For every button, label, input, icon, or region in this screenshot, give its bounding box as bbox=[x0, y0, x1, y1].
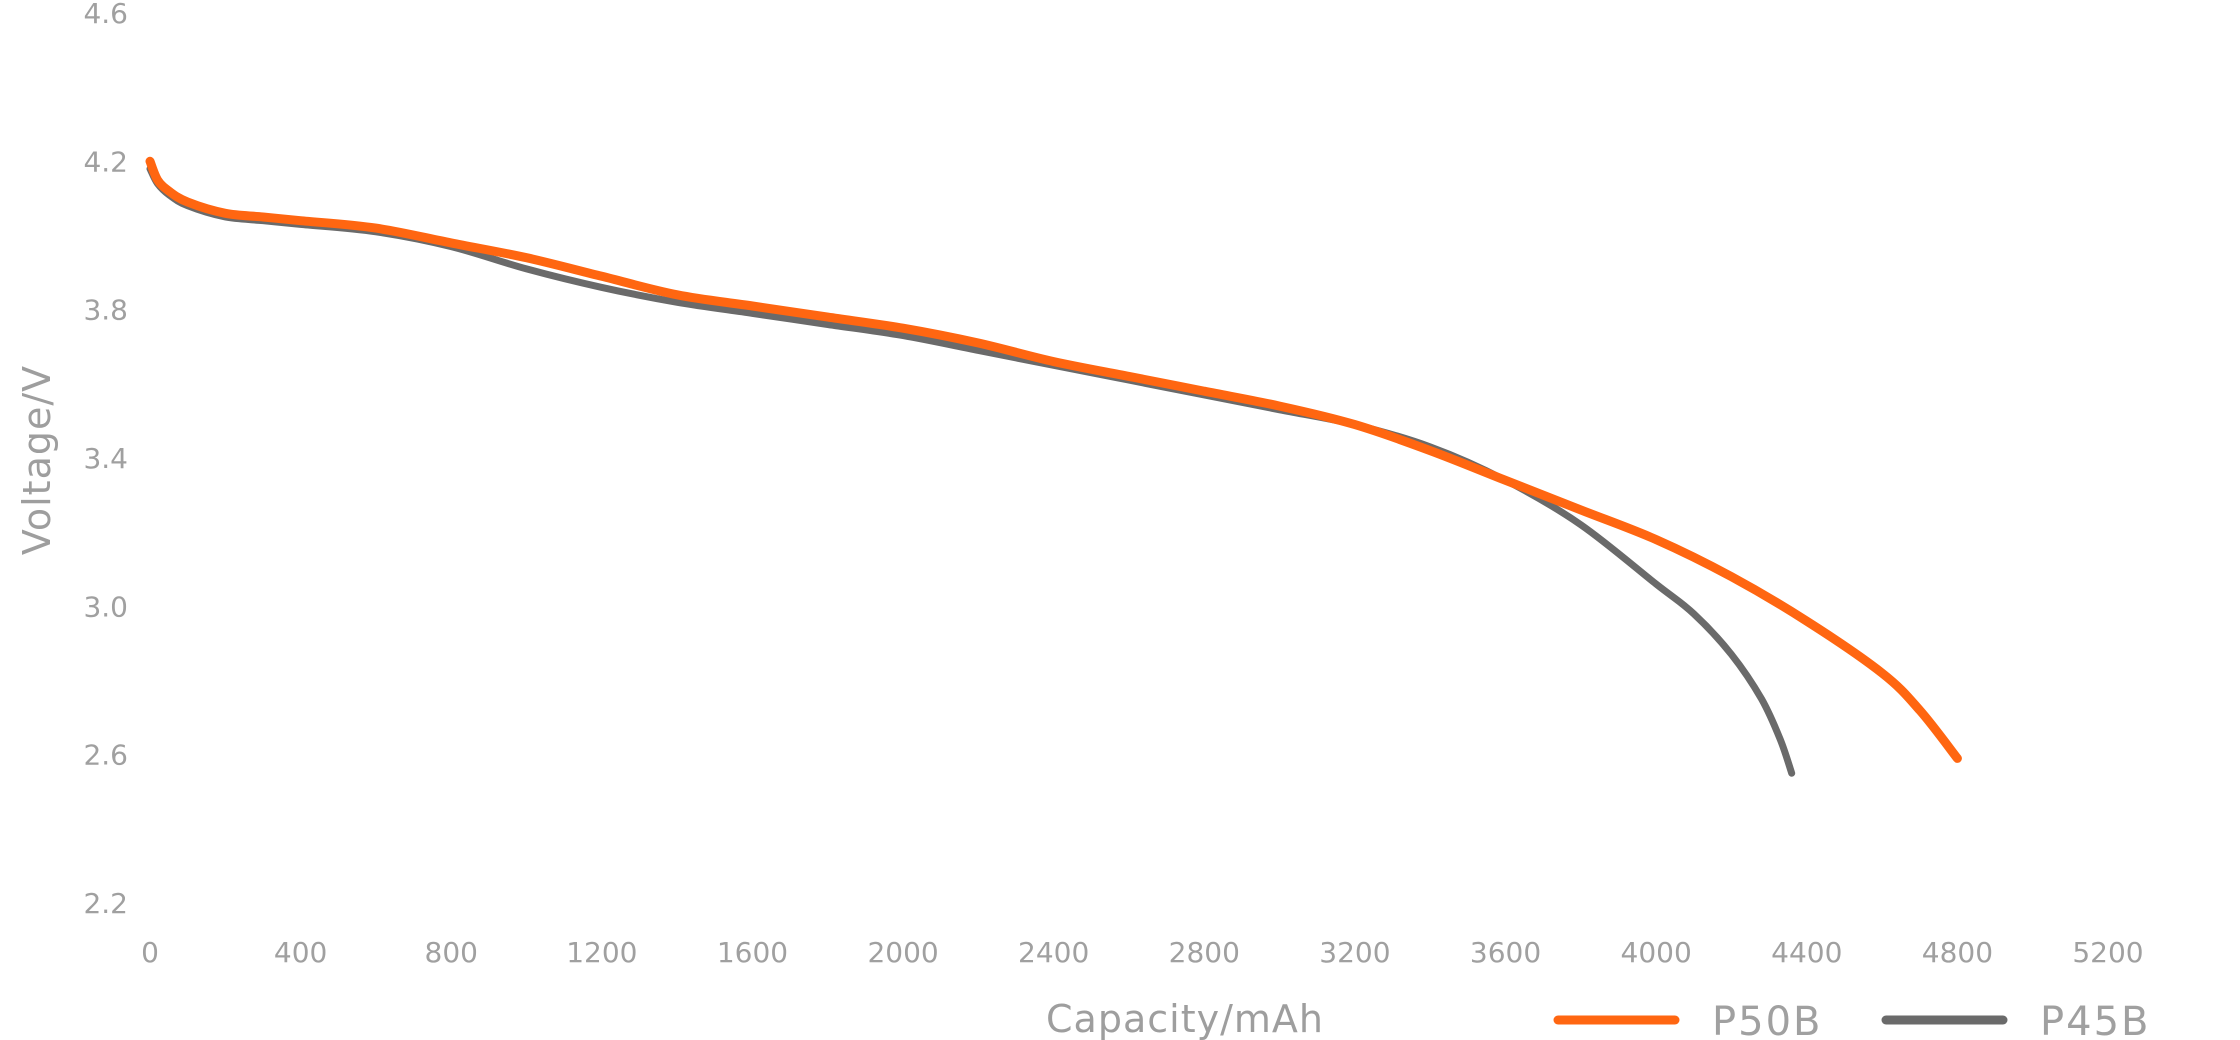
series-line-p45b bbox=[146, 165, 1796, 777]
x-tick-label: 5200 bbox=[2072, 936, 2143, 969]
x-tick-label: 4800 bbox=[1922, 936, 1993, 969]
x-axis-title: Capacity/mAh bbox=[1046, 997, 1324, 1040]
x-tick-label: 2800 bbox=[1169, 936, 1240, 969]
x-tick-label: 4000 bbox=[1621, 936, 1692, 969]
x-tick-label: 3600 bbox=[1470, 936, 1541, 969]
y-axis-ticks: 2.2 2.6 3.0 3.4 3.8 4.2 4.6 bbox=[83, 0, 128, 920]
y-tick-label: 3.8 bbox=[83, 294, 128, 327]
x-tick-label: 800 bbox=[425, 936, 478, 969]
x-tick-label: 4400 bbox=[1771, 936, 1842, 969]
x-tick-label: 3200 bbox=[1319, 936, 1390, 969]
x-tick-label: 2400 bbox=[1018, 936, 1089, 969]
x-tick-label: 0 bbox=[141, 936, 159, 969]
x-tick-label: 1200 bbox=[566, 936, 637, 969]
y-axis-title: Voltage/V bbox=[15, 365, 59, 555]
legend: P50B P45B bbox=[1553, 999, 2150, 1040]
x-tick-label: 400 bbox=[274, 936, 327, 969]
y-tick-label: 2.6 bbox=[83, 739, 128, 772]
series-lines bbox=[145, 156, 1962, 777]
y-tick-label: 4.2 bbox=[83, 145, 128, 178]
y-tick-label: 3.4 bbox=[83, 442, 128, 475]
x-tick-label: 2000 bbox=[867, 936, 938, 969]
y-tick-label: 4.6 bbox=[83, 0, 128, 30]
x-tick-label: 1600 bbox=[717, 936, 788, 969]
y-tick-label: 3.0 bbox=[83, 590, 128, 623]
series-line-p50b bbox=[145, 156, 1962, 763]
y-tick-label: 2.2 bbox=[83, 887, 128, 920]
legend-label-p45b: P45B bbox=[2040, 999, 2150, 1040]
legend-label-p50b: P50B bbox=[1712, 999, 1822, 1040]
x-axis-ticks: 0 400 800 1200 1600 2000 2400 2800 3200 3600 4000 4… bbox=[141, 936, 2144, 969]
